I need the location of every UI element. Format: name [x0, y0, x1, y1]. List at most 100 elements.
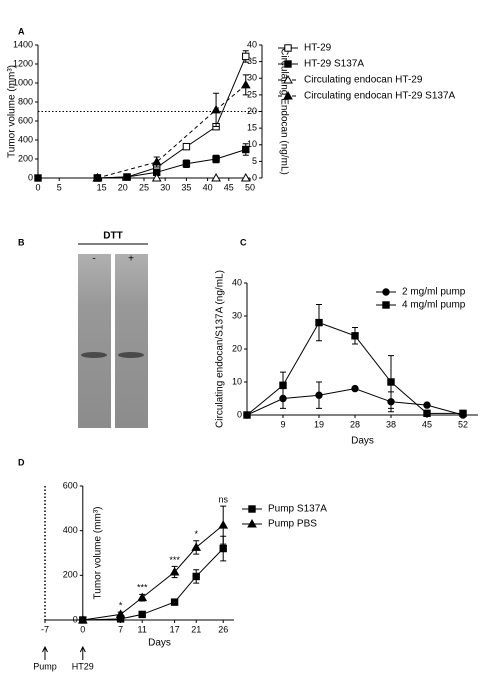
point: [211, 104, 221, 114]
point: [242, 52, 250, 61]
annotation: *: [119, 601, 123, 611]
point: [243, 411, 251, 419]
point: [387, 378, 395, 386]
x-tick-label: 50: [245, 182, 255, 192]
legend-label: Circulating endocan HT-29: [304, 75, 423, 86]
y-tick-label: 0: [28, 172, 33, 182]
point: [151, 157, 162, 166]
event-label: Pump: [33, 661, 57, 671]
series-line: [82, 524, 224, 621]
point: [351, 384, 359, 393]
legend-marker: [382, 288, 390, 296]
x-tick-label: 52: [458, 419, 468, 429]
legend-label: 4 mg/ml pump: [402, 300, 466, 311]
x-tick-label: 20: [118, 182, 128, 192]
point: [218, 520, 229, 529]
point: [459, 409, 467, 418]
y2-tick-label: 5: [252, 156, 257, 166]
y2-tick-label: 30: [247, 73, 257, 83]
x-tick-label: 28: [350, 419, 360, 429]
x-axis-label: Days: [148, 638, 171, 649]
y2-tick-label: 25: [247, 89, 257, 99]
legend-marker: [248, 505, 256, 513]
x-tick-label: 9: [280, 419, 285, 429]
point: [182, 160, 191, 168]
x-tick-label: 19: [314, 419, 324, 429]
x-axis-label: Days: [351, 436, 374, 447]
panel-label: C: [240, 237, 247, 247]
x-tick-label: 21: [191, 624, 201, 634]
y-tick-label: 40: [232, 277, 242, 287]
point: [191, 542, 202, 551]
x-tick-label: 26: [218, 624, 228, 634]
y2-tick-label: 10: [247, 139, 257, 149]
y-tick-label: 800: [18, 96, 33, 106]
y-tick-label: 600: [63, 480, 78, 490]
gel-band: [81, 352, 107, 358]
legend-label: HT-29: [304, 43, 332, 54]
y-tick-label: 600: [18, 115, 33, 125]
y-tick-label: 1000: [13, 77, 33, 87]
series-line: [97, 84, 247, 179]
series-line: [38, 149, 246, 179]
gel-band: [118, 352, 144, 358]
point: [138, 610, 146, 619]
annotation: ***: [137, 583, 148, 593]
panel-label: D: [18, 457, 25, 467]
x-tick-label: 7: [118, 624, 123, 634]
point: [169, 566, 180, 576]
point: [315, 391, 323, 399]
x-tick-label: -7: [41, 624, 49, 634]
y-tick-label: 10: [232, 376, 242, 386]
legend-marker: [284, 60, 292, 68]
point: [151, 172, 162, 182]
point: [34, 174, 42, 182]
point: [77, 614, 88, 624]
y2-tick-label: 20: [247, 106, 257, 116]
arrow-head: [42, 645, 48, 653]
legend-marker: [382, 301, 390, 309]
point: [279, 381, 287, 390]
x-tick-label: 45: [224, 182, 234, 192]
panel-label: A: [18, 26, 25, 36]
y-tick-label: 1400: [13, 39, 33, 49]
y-tick-label: 400: [63, 525, 78, 535]
arrow-head: [79, 645, 86, 653]
legend-label: 2 mg/ml pump: [402, 287, 466, 298]
x-tick-label: 0: [80, 624, 85, 634]
blot-header: DTT: [103, 231, 122, 242]
x-tick-label: 40: [203, 182, 213, 192]
y-tick-label: 30: [232, 310, 242, 320]
point: [240, 172, 251, 182]
y2-axis-label: Circulating Endocan (ng/mL): [278, 48, 289, 175]
y2-tick-label: 15: [247, 123, 257, 133]
x-tick-label: 17: [170, 624, 180, 634]
annotation: ***: [169, 555, 180, 565]
y2-tick-label: 40: [247, 39, 257, 49]
y2-tick-label: 0: [252, 172, 257, 182]
y-tick-label: 200: [18, 153, 33, 163]
y-tick-label: 0: [237, 409, 242, 419]
lane-label: +: [128, 254, 134, 265]
point: [211, 172, 221, 182]
series-line: [97, 56, 247, 179]
point: [423, 401, 431, 409]
series-line: [82, 548, 224, 621]
point: [115, 609, 126, 618]
x-tick-label: 45: [422, 419, 432, 429]
point: [123, 173, 131, 181]
point: [423, 409, 431, 418]
point: [212, 155, 220, 163]
legend-label: Circulating endocan HT-29 S137A: [304, 91, 456, 102]
lane-label: -: [92, 254, 95, 265]
x-tick-label: 11: [138, 624, 147, 634]
point: [170, 598, 179, 606]
point: [182, 142, 191, 151]
annotation: ns: [218, 494, 228, 504]
y-tick-label: 1200: [13, 58, 33, 68]
point: [351, 332, 359, 340]
y-axis-label: Tumor volume (mm³): [7, 65, 18, 158]
gel-lane: [115, 254, 148, 428]
x-tick-label: 38: [386, 419, 396, 429]
